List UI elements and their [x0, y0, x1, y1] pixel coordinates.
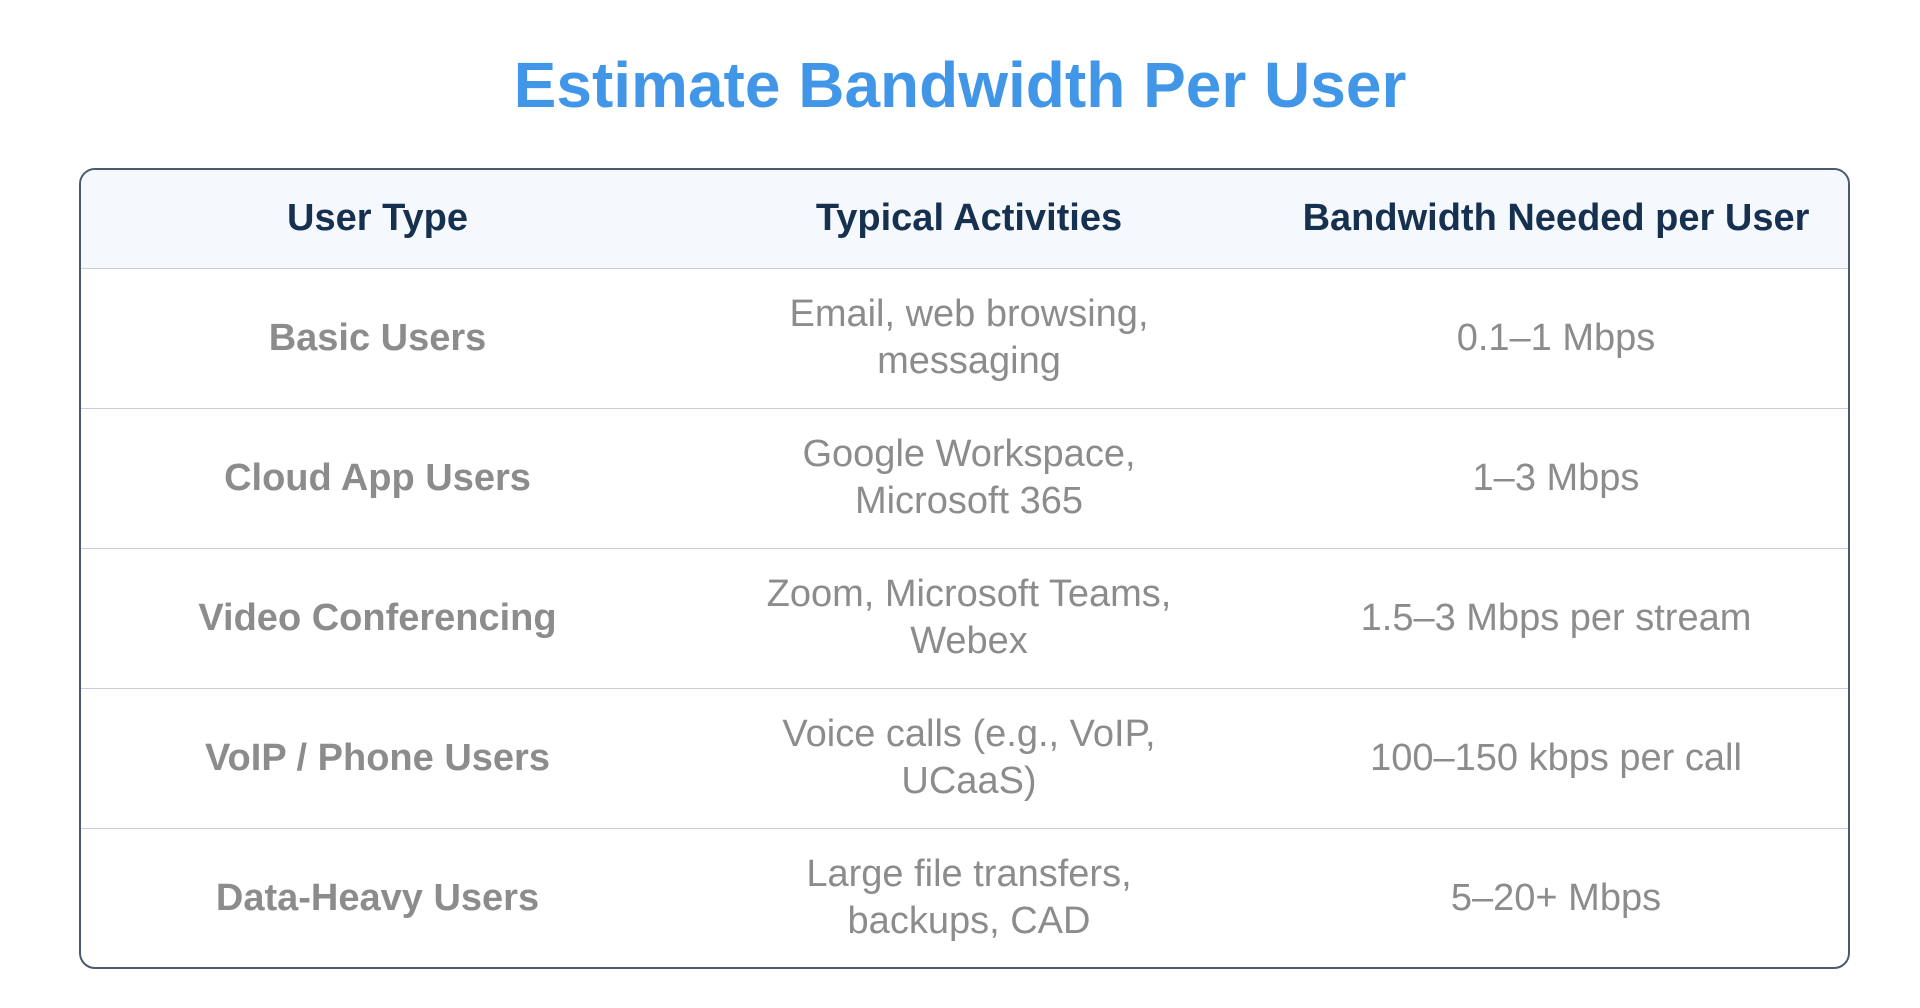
- activities-cell: Voice calls (e.g., VoIP, UCaaS): [674, 687, 1264, 828]
- user-type-cell: Cloud App Users: [81, 407, 674, 548]
- bandwidth-cell: 1–3 Mbps: [1264, 407, 1848, 548]
- table-row: VoIP / Phone Users Voice calls (e.g., Vo…: [81, 687, 1848, 828]
- activities-cell: Email, web browsing, messaging: [789, 293, 1149, 382]
- activities-cell: Google Workspace, Microsoft 365: [674, 407, 1264, 548]
- user-type-cell: Basic Users: [268, 316, 487, 359]
- table-row: Video Conferencing Zoom, Microsoft Teams…: [81, 547, 1848, 688]
- column-header-typical-activities: Typical Activities: [674, 170, 1264, 269]
- bandwidth-cell: 100–150 kbps per call: [1264, 687, 1848, 828]
- table-row: Data-Heavy Users Large file transfers, b…: [81, 827, 1848, 967]
- bandwidth-cell: 5–20+ Mbps: [1264, 827, 1848, 967]
- activities-cell: Large file transfers, backups, CAD: [674, 827, 1264, 967]
- user-type-cell: Video Conferencing: [81, 547, 674, 688]
- bandwidth-table: User Type Typical Activities Bandwidth N…: [79, 168, 1850, 969]
- bandwidth-cell: 1.5–3 Mbps per stream: [1264, 547, 1848, 688]
- column-header-user-type: User Type: [81, 170, 674, 269]
- user-type-cell: Data-Heavy Users: [81, 827, 674, 967]
- activities-cell: Zoom, Microsoft Teams, Webex: [674, 547, 1264, 688]
- table-row: Basic Users Email, web browsing, messagi…: [81, 268, 1848, 408]
- user-type-cell: VoIP / Phone Users: [81, 687, 674, 828]
- page-title: Estimate Bandwidth Per User: [513, 49, 1407, 121]
- bandwidth-cell: 0.1–1 Mbps: [1456, 316, 1656, 359]
- table-header-row: User Type Typical Activities Bandwidth N…: [81, 170, 1848, 269]
- column-header-bandwidth: Bandwidth Needed per User: [1264, 170, 1848, 269]
- table-row: Cloud App Users Google Workspace, Micros…: [81, 407, 1848, 548]
